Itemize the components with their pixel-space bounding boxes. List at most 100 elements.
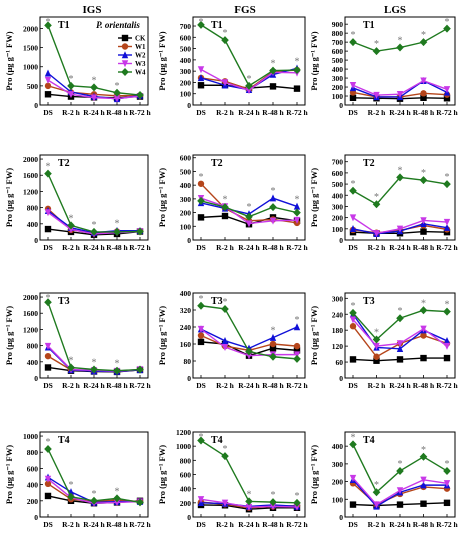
x-tick-label: R-48 h — [262, 108, 284, 117]
y-tick-label: 700 — [332, 38, 344, 47]
column-title-lgs: LGS — [384, 4, 406, 16]
y-tick-label: 400 — [27, 358, 39, 367]
y-tick-label: 700 — [332, 158, 344, 167]
x-tick-label: R-24 h — [83, 381, 105, 390]
y-tick-label: 2000 — [23, 293, 38, 302]
y-tick-label: 100 — [332, 225, 344, 234]
significance-star: * — [295, 56, 300, 67]
point-w2 — [269, 333, 277, 341]
point-w3 — [269, 217, 277, 225]
point-w4 — [67, 363, 75, 372]
point-w4 — [245, 347, 253, 356]
y-tick-label: 500 — [332, 180, 344, 189]
significance-star: * — [351, 301, 356, 312]
point-w1 — [44, 480, 52, 488]
y-tick-label: 300 — [332, 202, 344, 211]
x-tick-label: R-72 h — [129, 243, 151, 252]
point-w3 — [245, 220, 253, 228]
significance-star: * — [398, 306, 403, 317]
point-w4 — [67, 221, 75, 230]
point-w4 — [269, 66, 277, 75]
y-tick-label: 120 — [332, 342, 344, 351]
point-w3 — [67, 226, 75, 234]
y-axis-label: Pro (μg g⁻¹ FW) — [157, 306, 167, 365]
y-axis-label: Pro (μg g⁻¹ FW) — [4, 168, 14, 227]
y-axis-label: Pro (μg g⁻¹ FW) — [309, 445, 319, 504]
x-tick-label: R-24 h — [238, 520, 260, 529]
x-tick-label: R-2 h — [216, 243, 235, 252]
y-axis-label: Pro (μg g⁻¹ FW) — [309, 306, 319, 365]
column-title-igs: IGS — [83, 4, 102, 16]
panel-title: T2 — [211, 158, 223, 169]
point-w2 — [197, 74, 205, 82]
x-tick-label: R-48 h — [106, 520, 128, 529]
significance-star: * — [46, 293, 51, 304]
point-w1 — [373, 353, 380, 360]
significance-star: * — [92, 220, 97, 231]
y-tick-label: 300 — [332, 294, 344, 303]
x-tick-label: R-48 h — [413, 108, 435, 117]
point-w3 — [221, 499, 229, 507]
point-ck — [197, 82, 205, 89]
legend-label-w3: W3 — [135, 60, 146, 68]
point-w4 — [372, 200, 381, 209]
point-w4 — [67, 492, 75, 501]
series-line-w4 — [352, 176, 448, 206]
y-tick-label: 300 — [180, 67, 192, 76]
species-label: P. orientalis — [96, 20, 140, 30]
point-w4 — [197, 20, 205, 29]
significance-star: * — [374, 39, 379, 50]
point-w3 — [113, 499, 121, 507]
x-tick-label: R-72 h — [286, 381, 308, 390]
legend-marker-ck — [121, 34, 129, 42]
point-w3 — [443, 342, 451, 350]
point-w3 — [197, 496, 205, 504]
x-tick-label: DS — [348, 243, 358, 252]
point-w4 — [44, 298, 52, 307]
y-tick-label: 1600 — [23, 309, 38, 318]
point-ck — [197, 338, 205, 346]
y-tick-label: 240 — [332, 310, 344, 319]
point-w4 — [136, 91, 144, 100]
y-tick-label: 400 — [27, 481, 39, 490]
point-ck — [420, 228, 427, 235]
significance-star: * — [199, 172, 204, 183]
point-w1 — [44, 82, 52, 90]
y-tick-label: 0 — [339, 101, 343, 110]
y-axis-label: Pro (μg g⁻¹ FW) — [157, 168, 167, 227]
point-w3 — [293, 216, 301, 224]
significance-star: * — [421, 30, 426, 41]
point-w4 — [90, 83, 98, 92]
point-w3 — [245, 352, 253, 360]
significance-star: * — [295, 491, 300, 502]
x-tick-label: R-72 h — [129, 520, 151, 529]
point-w3 — [349, 214, 357, 222]
y-tick-label: 600 — [332, 169, 344, 178]
point-ck — [269, 83, 277, 90]
legend-label-w1: W1 — [135, 43, 146, 51]
point-w3 — [396, 340, 404, 348]
point-w3 — [113, 95, 121, 103]
y-tick-label: 1000 — [23, 432, 38, 441]
significance-star: * — [374, 480, 379, 491]
y-tick-label: 400 — [27, 220, 39, 229]
point-w3 — [396, 225, 404, 233]
x-tick-label: R-48 h — [413, 381, 435, 390]
legend-label-ck: CK — [135, 35, 146, 43]
point-w3 — [373, 501, 380, 509]
point-w4 — [419, 38, 428, 47]
point-w4 — [44, 169, 52, 178]
panel-title: T4 — [58, 435, 70, 446]
y-tick-label: 400 — [332, 191, 344, 200]
significance-star: * — [115, 486, 120, 497]
x-tick-label: R-72 h — [436, 520, 458, 529]
panel-title: T2 — [58, 158, 70, 169]
significance-star: * — [421, 298, 426, 309]
x-tick-label: R-24 h — [238, 108, 260, 117]
y-tick-label: 0 — [339, 374, 343, 383]
point-ck — [44, 225, 52, 233]
point-w2 — [349, 225, 357, 233]
point-w4 — [221, 452, 229, 461]
y-tick-label: 600 — [180, 33, 192, 42]
